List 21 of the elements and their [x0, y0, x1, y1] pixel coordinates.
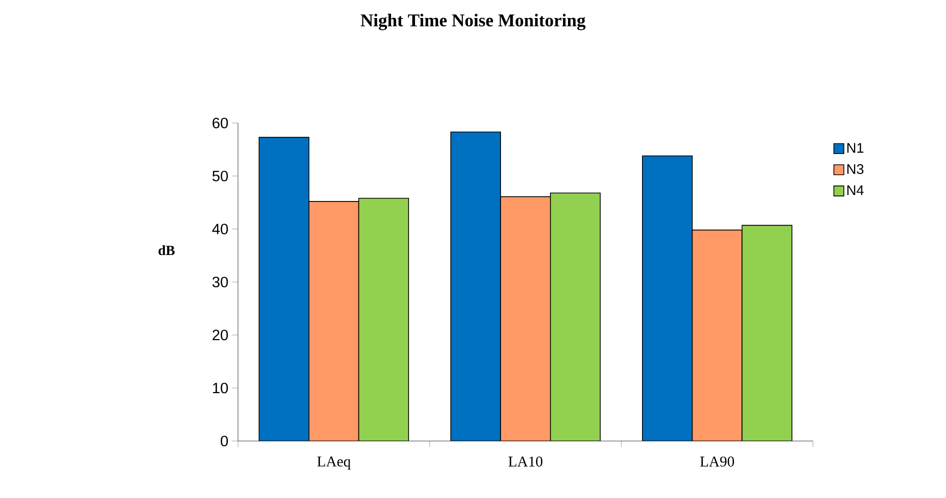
bar: [742, 224, 792, 442]
y-tick-label: 50: [212, 170, 228, 182]
y-tick-label: 40: [212, 224, 228, 234]
y-tick-label: 20: [212, 330, 228, 340]
legend-label: N4: [847, 185, 864, 195]
bar: [450, 132, 501, 442]
legend-label: N3: [847, 164, 864, 174]
y-tick-label: 0: [220, 436, 228, 446]
bar: [550, 192, 601, 442]
bar: [642, 155, 693, 442]
y-axis-title: dB: [158, 245, 175, 256]
bar: [258, 136, 310, 442]
chart-title: Night Time Noise Monitoring: [360, 14, 586, 30]
y-tick-label: 30: [212, 276, 228, 288]
x-tick-label: LA10: [508, 456, 542, 467]
x-tick-label: LA90: [700, 456, 734, 467]
y-tick-label: 10: [213, 382, 228, 394]
y-tick-label: 60: [212, 118, 228, 128]
bar: [358, 198, 409, 442]
x-tick-label: LAeq: [317, 456, 351, 470]
legend-label: N1: [847, 143, 864, 153]
